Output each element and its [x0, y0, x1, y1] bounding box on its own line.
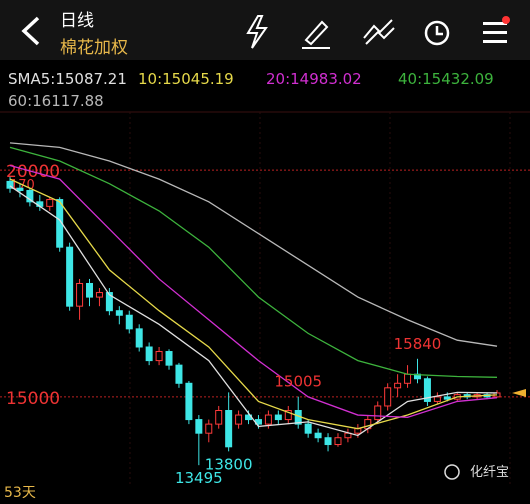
legend-entry: 40:15432.09 [398, 70, 494, 88]
ma-line [9, 178, 498, 430]
header-icons [21, 15, 510, 49]
legend-entry: 20:14983.02 [266, 70, 362, 88]
candle-body [235, 414, 243, 425]
candle-body [16, 187, 24, 191]
candle-body [66, 246, 74, 307]
ma-line [9, 142, 498, 347]
watermark: 化纤宝 [470, 465, 509, 480]
extreme-label: 13495 [175, 469, 223, 487]
lightning-icon[interactable] [246, 15, 268, 49]
candle-body [46, 199, 54, 207]
candle-body [384, 387, 392, 407]
header: 日线 棉花加权 [0, 0, 530, 60]
last-price-marker [512, 388, 526, 397]
candle-body [374, 405, 382, 421]
legend-entry: 60:16117.88 [8, 92, 104, 110]
candle-body [404, 373, 412, 384]
header-subtitle: 棉花加权 [60, 38, 128, 58]
candle-body [185, 382, 193, 421]
y-tick-label: 15000 [6, 389, 60, 409]
candle-body [354, 428, 362, 434]
ma-line [9, 185, 498, 437]
period-label: 53天 [4, 485, 36, 501]
ma-line [9, 164, 498, 418]
chart: SMA5:15087.21 10:15045.19 20:14983.02 40:15… [0, 70, 530, 501]
candle-body [145, 346, 153, 362]
extreme-label: 15840 [394, 335, 442, 353]
candle-body [86, 282, 94, 298]
candle-body [105, 292, 113, 312]
candle-body [175, 364, 183, 384]
candle-body [205, 423, 213, 434]
candle-body [274, 414, 282, 421]
candle-body [215, 410, 223, 425]
candle-body [225, 410, 233, 448]
candle-body [433, 396, 441, 402]
candle-body [443, 396, 451, 400]
candle-body [334, 437, 342, 446]
candle-body [6, 180, 14, 189]
indicator-icon[interactable] [363, 19, 395, 45]
candle-body [165, 351, 173, 366]
candle-body [95, 292, 103, 298]
legend-entry: 10:15045.19 [138, 70, 234, 88]
menu-icon[interactable] [483, 16, 510, 43]
watermark-icon [444, 464, 460, 480]
clock-icon[interactable] [424, 20, 450, 46]
candle-body [195, 419, 203, 434]
back-button[interactable] [21, 16, 40, 46]
candle-body [324, 437, 332, 446]
candle-body [284, 410, 292, 421]
candle-body [304, 423, 312, 434]
ma-line [9, 146, 498, 378]
header-title: 日线 [60, 11, 94, 31]
candle-body [26, 189, 34, 203]
extreme-label: 13800 [205, 455, 253, 473]
candle-body [423, 378, 431, 402]
candle-body [135, 328, 143, 348]
candle-body [155, 351, 163, 362]
candle-body [76, 282, 84, 307]
candle-body [125, 314, 133, 330]
candle-body [264, 414, 272, 425]
extreme-label: 15005 [274, 373, 322, 391]
candle-body [115, 310, 123, 316]
draw-icon[interactable] [302, 20, 330, 49]
candle-body [394, 382, 402, 389]
legend-entry: SMA5:15087.21 [8, 70, 127, 88]
candle-body [314, 432, 322, 439]
